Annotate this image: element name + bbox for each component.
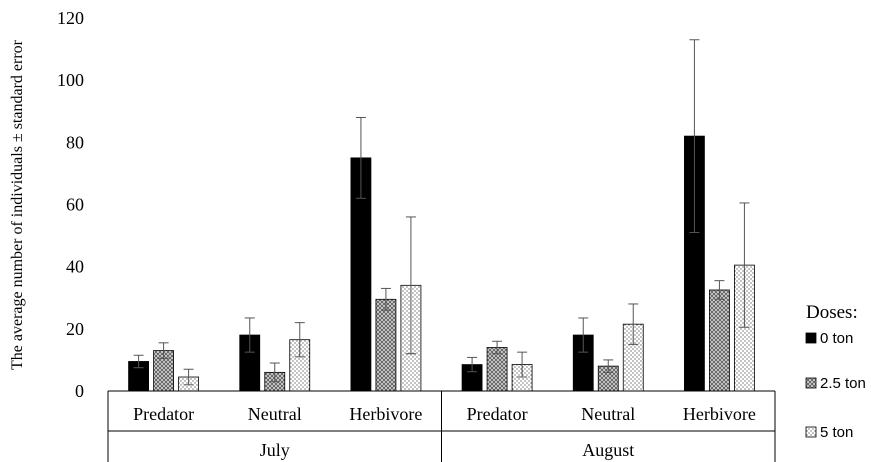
legend-label: 0 ton [820, 330, 853, 347]
group-label: August [582, 440, 634, 460]
legend-swatch [805, 426, 817, 438]
category-label: Predator [133, 404, 194, 424]
legend-label: 5 ton [820, 424, 853, 441]
group-label: July [260, 440, 290, 460]
y-tick-label: 0 [75, 381, 84, 401]
category-label: Herbivore [349, 404, 422, 424]
y-tick-label: 120 [57, 8, 84, 28]
category-label: Predator [467, 404, 528, 424]
y-tick-label: 60 [66, 195, 84, 215]
y-tick-label: 40 [66, 257, 84, 277]
category-label: Herbivore [683, 404, 756, 424]
y-tick-label: 100 [57, 70, 84, 90]
bar-2-5-ton [375, 298, 397, 392]
legend-swatch [805, 332, 817, 344]
bars-layer [128, 135, 755, 392]
category-label: Neutral [248, 404, 302, 424]
bar-2-5-ton [709, 289, 730, 392]
y-axis: 0 20 40 60 80 100 120 [57, 8, 84, 401]
error-bars-layer [133, 39, 750, 386]
legend-swatch [805, 377, 817, 389]
legend-label: 2.5 ton [820, 375, 866, 392]
legend-title: Doses: [806, 302, 858, 323]
x-axis: Predator Neutral Herbivore Predator Neutral H… [107, 390, 776, 462]
y-tick-label: 20 [66, 319, 84, 339]
category-label: Neutral [581, 404, 635, 424]
y-axis-title: The average number of individuals ± stan… [9, 39, 26, 370]
legend: Doses: 0 ton 2.5 ton 5 ton [805, 302, 866, 441]
y-tick-label: 80 [66, 132, 84, 152]
